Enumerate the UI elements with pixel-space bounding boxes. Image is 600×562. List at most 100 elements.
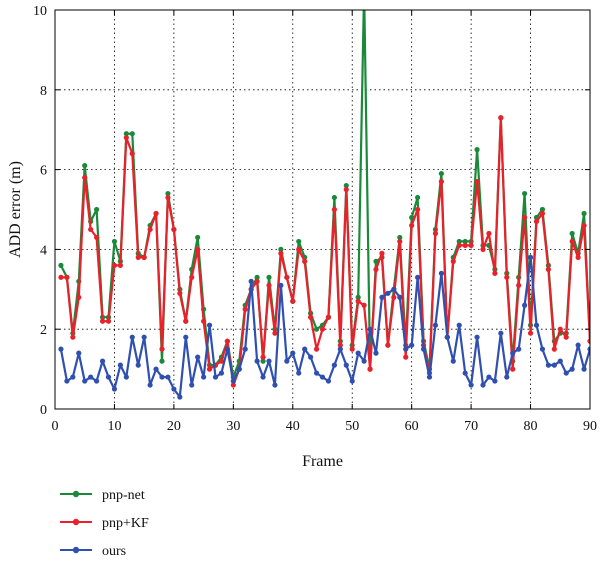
data-point	[260, 354, 266, 360]
data-point	[117, 262, 123, 268]
data-point	[254, 358, 260, 364]
data-point	[88, 374, 94, 380]
data-point	[165, 190, 171, 197]
data-point	[343, 186, 349, 193]
data-point	[302, 258, 308, 264]
data-point	[58, 274, 64, 280]
data-point	[296, 370, 302, 376]
data-point	[230, 378, 236, 384]
data-point	[266, 358, 272, 364]
data-point	[516, 282, 522, 288]
data-point	[325, 378, 332, 384]
data-point	[373, 258, 379, 264]
data-point	[391, 286, 397, 292]
data-point	[195, 246, 201, 252]
y-tick-label: 10	[33, 4, 47, 19]
data-point	[504, 274, 510, 280]
axis-ticks: 0 10 20 30 40 50 60 70 80 90 0 2 4 6 8 10	[33, 4, 597, 434]
data-point	[522, 190, 528, 197]
legend-item: ours	[60, 544, 126, 559]
data-point	[224, 338, 230, 344]
data-point	[397, 238, 403, 245]
data-point	[224, 346, 230, 352]
data-point	[587, 338, 590, 344]
legend-item: pnp+KF	[60, 516, 149, 531]
data-point	[254, 278, 260, 284]
data-point	[385, 342, 391, 348]
data-point	[415, 206, 421, 213]
data-point	[444, 334, 450, 340]
data-point	[212, 374, 219, 380]
data-point	[296, 246, 302, 252]
series-line	[60, 116, 590, 387]
data-point	[76, 294, 82, 300]
x-tick-label: 10	[107, 419, 121, 434]
data-point	[498, 330, 504, 336]
data-point	[319, 374, 326, 380]
data-point	[94, 206, 100, 213]
data-point	[581, 366, 587, 372]
data-point	[206, 322, 213, 328]
data-point	[486, 230, 492, 237]
series-layer	[58, 10, 590, 400]
data-point	[331, 194, 337, 201]
data-point	[94, 378, 100, 384]
data-point	[141, 254, 147, 260]
x-tick-label: 50	[345, 419, 359, 434]
data-point	[468, 382, 474, 388]
x-tick-label: 70	[464, 419, 478, 434]
data-point	[462, 370, 468, 376]
data-point	[313, 370, 320, 376]
data-point	[302, 346, 308, 352]
data-point	[385, 290, 391, 296]
data-point	[123, 135, 129, 141]
data-point	[432, 230, 439, 237]
data-point	[242, 306, 248, 312]
data-point	[522, 214, 528, 221]
data-point	[379, 294, 385, 300]
series-ours	[58, 254, 590, 400]
data-point	[272, 330, 278, 336]
data-point	[409, 214, 415, 221]
data-point	[551, 346, 557, 352]
data-point	[254, 274, 260, 280]
data-point	[367, 366, 373, 372]
data-point	[355, 294, 361, 300]
data-point	[557, 358, 563, 364]
data-point	[575, 342, 581, 348]
data-point	[569, 366, 575, 372]
data-point	[343, 182, 349, 189]
data-point	[551, 362, 557, 368]
data-point	[58, 262, 64, 268]
data-point	[99, 318, 106, 324]
data-point	[480, 246, 486, 252]
data-point	[474, 178, 480, 185]
data-point	[456, 322, 462, 328]
data-point	[141, 334, 147, 340]
data-point	[539, 206, 546, 213]
x-tick-label: 80	[524, 419, 538, 434]
y-axis-label: ADD error (m)	[7, 161, 24, 258]
data-point	[331, 206, 337, 213]
data-point	[438, 170, 444, 177]
data-point	[272, 382, 278, 388]
legend-swatch-marker	[72, 546, 80, 554]
data-point	[492, 270, 498, 276]
data-point	[420, 346, 427, 352]
data-point	[296, 238, 302, 245]
data-point	[575, 254, 581, 260]
data-point	[153, 210, 159, 217]
data-point	[462, 238, 468, 245]
data-point	[450, 358, 456, 364]
y-tick-label: 4	[40, 243, 47, 258]
data-point	[242, 346, 248, 352]
data-point	[504, 374, 510, 380]
data-point	[159, 346, 165, 352]
data-point	[533, 218, 540, 225]
x-tick-label: 0	[52, 419, 59, 434]
data-point	[284, 358, 290, 364]
data-point	[468, 242, 474, 249]
data-point	[82, 174, 88, 181]
data-point	[563, 370, 569, 376]
